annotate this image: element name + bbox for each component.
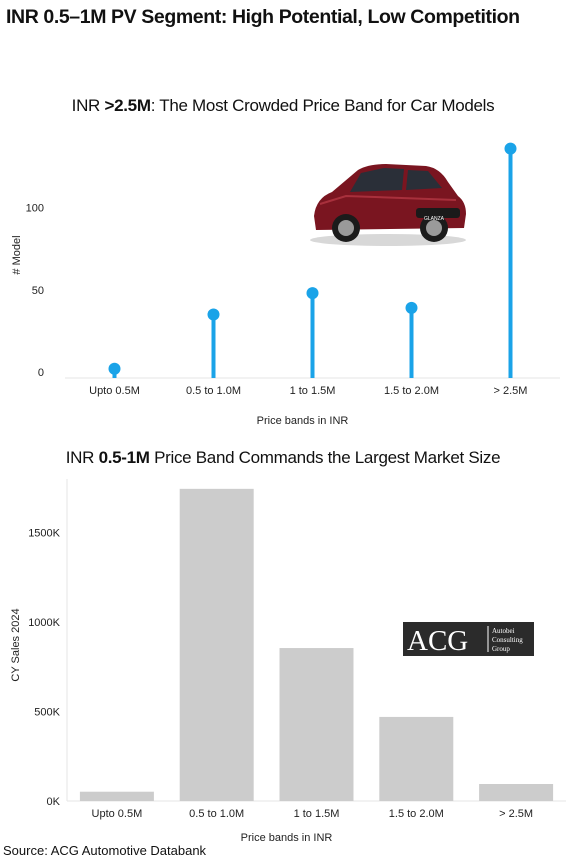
lollipop-point-4 (504, 142, 517, 155)
lollipop-point-0 (108, 362, 121, 375)
x-tick-label-2: 1 to 1.5M (294, 808, 340, 820)
x-tick-label-2: 1 to 1.5M (290, 385, 336, 397)
y-tick-label-2: 1000K (28, 617, 60, 629)
chart2-title: INR 0.5-1M Price Band Commands the Large… (65, 448, 501, 467)
models-lollipop-chart: 0 50 100 Upto 0.5M 0.5 to 1.0M 1 to 1.5M 1.5 t… (11, 142, 560, 427)
chart1-title: INR >2.5M: The Most Crowded Price Band f… (71, 96, 495, 115)
car-image: GLANZA (310, 164, 466, 246)
bar-3 (379, 716, 454, 801)
y-tick-label-0: 0 (38, 367, 44, 379)
x-tick-label-1: 0.5 to 1.0M (186, 385, 241, 397)
bar-4 (479, 784, 554, 801)
x-tick-label-3: 1.5 to 2.0M (389, 808, 444, 820)
sales-bar-chart: 0K 500K 1000K 1500K Upto 0.5M 0.5 to 1.0M 1 to… (10, 479, 566, 844)
x-tick-label-4: > 2.5M (499, 808, 533, 820)
logo-line3: Group (492, 645, 510, 653)
y-tick-label-1: 500K (34, 707, 60, 719)
page-title: INR 0.5–1M PV Segment: High Potential, L… (6, 6, 520, 28)
y-tick-label-3: 1500K (28, 528, 60, 540)
logo-line2: Consulting (492, 636, 523, 644)
lollipop-point-3 (405, 301, 418, 314)
y-axis-title: CY Sales 2024 (10, 608, 22, 681)
source-note: Source: ACG Automotive Databank (3, 843, 207, 858)
x-tick-label-3: 1.5 to 2.0M (384, 385, 439, 397)
x-axis-title: Price bands in INR (241, 832, 333, 844)
bar-2 (279, 648, 354, 801)
x-tick-label-4: > 2.5M (494, 385, 528, 397)
x-tick-label-0: Upto 0.5M (92, 808, 143, 820)
x-tick-label-0: Upto 0.5M (89, 385, 140, 397)
logo-line1: Autobei (492, 627, 515, 635)
y-tick-label-0: 0K (47, 796, 61, 808)
lollipop-point-1 (207, 308, 220, 321)
lollipop-point-2 (306, 287, 319, 300)
x-tick-label-1: 0.5 to 1.0M (189, 808, 244, 820)
y-axis-title: # Model (11, 235, 23, 274)
y-tick-label-1: 50 (32, 285, 44, 297)
y-tick-label-2: 100 (26, 203, 44, 215)
bar-0 (79, 791, 154, 801)
acg-logo: ACG Autobei Consulting Group (403, 622, 534, 656)
logo-mark: ACG (407, 625, 468, 656)
svg-text:GLANZA: GLANZA (424, 216, 445, 222)
bar-1 (179, 488, 254, 801)
x-axis-title: Price bands in INR (257, 415, 349, 427)
